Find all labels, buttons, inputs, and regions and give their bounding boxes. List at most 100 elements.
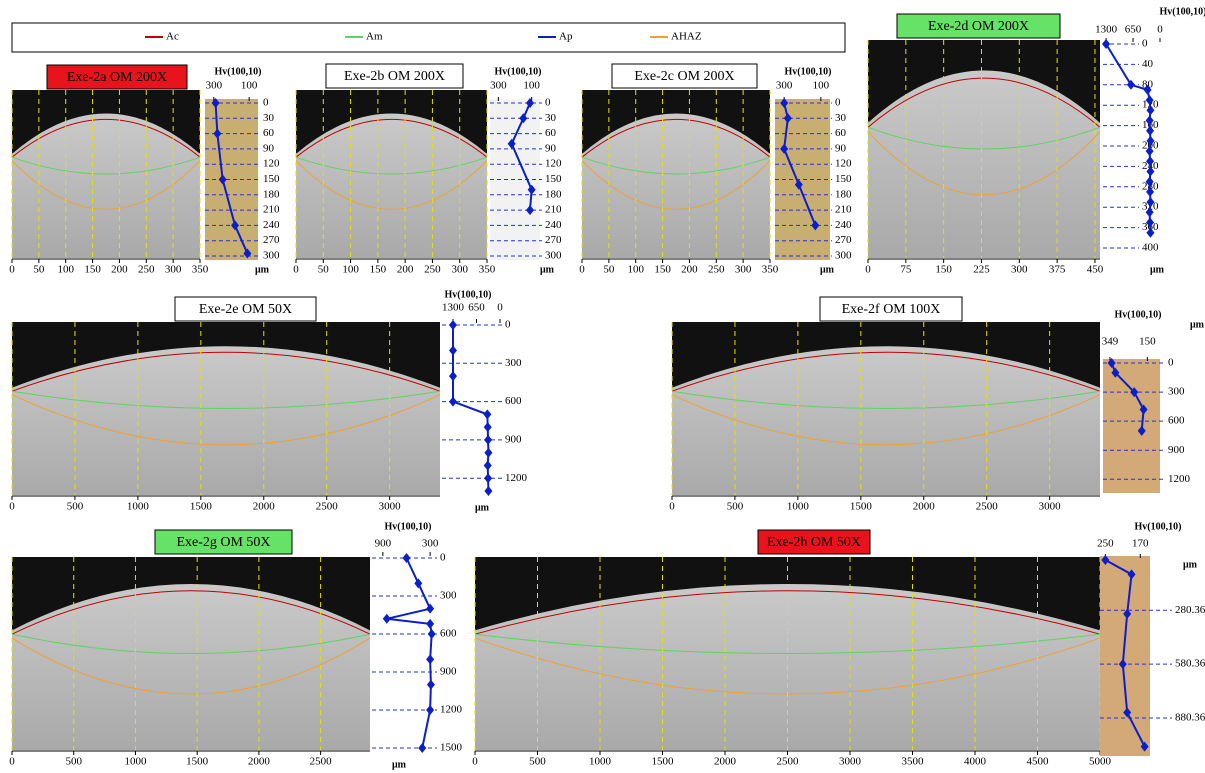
legend-label: Ac (166, 31, 179, 43)
depth-tick-label: 0 (835, 97, 841, 109)
x-tick-label: 2000 (248, 756, 271, 768)
unit-label: μm (820, 264, 835, 275)
hv-title: Hv(100,10) (785, 66, 832, 77)
x-tick-label: 0 (579, 264, 585, 276)
hardness-strip (442, 321, 470, 495)
depth-tick-label: 1200 (440, 704, 463, 716)
hv-tick-label: 100 (241, 80, 258, 92)
hv-tick-label: 100 (523, 80, 540, 92)
x-tick-label: 300 (735, 264, 752, 276)
x-tick-label: 225 (973, 264, 990, 276)
panel-label: Exe-2e OM 50X (199, 302, 292, 317)
panel-label: Exe-2h OM 50X (767, 535, 861, 550)
depth-tick-label: 240 (263, 219, 280, 231)
x-tick-label: 100 (627, 264, 644, 276)
depth-tick-label: 210 (835, 204, 852, 216)
x-tick-label: 2500 (310, 756, 333, 768)
hardness-point (484, 460, 492, 470)
x-tick-label: 150 (935, 264, 952, 276)
hardness-strip (372, 554, 436, 752)
x-tick-label: 250 (138, 264, 155, 276)
x-tick-label: 200 (681, 264, 698, 276)
depth-tick-label: 120 (835, 158, 852, 170)
panel: 0500100015002000250030000300600900120034… (669, 297, 1204, 513)
depth-tick-label: 90 (835, 142, 847, 154)
depth-tick-label: 180 (263, 188, 280, 200)
x-tick-label: 1000 (127, 501, 150, 513)
unit-label: μm (540, 264, 555, 275)
panel: 0500100015002000250030003500400045005000… (472, 521, 1205, 767)
depth-tick-label: 0 (505, 319, 511, 331)
x-tick-label: 0 (669, 501, 675, 513)
depth-tick-label: 30 (835, 112, 847, 124)
legend-label: Ap (559, 31, 573, 43)
x-tick-label: 500 (529, 756, 546, 768)
depth-tick-label: 30 (263, 112, 275, 124)
depth-tick-label: 900 (1168, 444, 1185, 456)
hv-tick-label: 300 (490, 80, 507, 92)
depth-tick-label: 150 (263, 173, 280, 185)
x-tick-label: 1500 (186, 756, 209, 768)
x-tick-label: 4000 (964, 756, 987, 768)
hv-tick-label: 1300 (1095, 24, 1118, 36)
x-tick-label: 300 (165, 264, 182, 276)
x-tick-label: 1000 (787, 501, 810, 513)
x-tick-label: 50 (603, 264, 615, 276)
hv-title: Hv(100,10) (445, 289, 492, 300)
x-tick-label: 450 (1087, 264, 1104, 276)
depth-tick-label: 300 (505, 357, 522, 369)
x-tick-label: 200 (397, 264, 414, 276)
x-tick-label: 150 (370, 264, 387, 276)
depth-tick-label: 880.36 (1175, 712, 1205, 724)
x-tick-label: 350 (762, 264, 779, 276)
depth-tick-label: 600 (1168, 415, 1185, 427)
depth-tick-label: 900 (505, 433, 522, 445)
x-tick-label: 2000 (253, 501, 276, 513)
x-tick-label: 500 (67, 501, 84, 513)
depth-tick-label: 270 (263, 234, 280, 246)
x-tick-label: 1000 (589, 756, 612, 768)
x-tick-label: 2500 (777, 756, 800, 768)
x-tick-label: 50 (318, 264, 330, 276)
x-tick-label: 250 (424, 264, 441, 276)
x-tick-label: 0 (9, 501, 15, 513)
x-tick-label: 300 (1011, 264, 1028, 276)
hardness-strip (1100, 556, 1150, 756)
x-tick-label: 100 (57, 264, 74, 276)
depth-tick-label: 150 (835, 173, 852, 185)
hv-title: Hv(100,10) (495, 66, 542, 77)
panel: 0501001502002503003500306090120150180210… (9, 65, 280, 276)
depth-tick-label: 0 (263, 97, 269, 109)
depth-tick-label: 1200 (505, 472, 528, 484)
x-tick-label: 2500 (316, 501, 339, 513)
panel-label: Exe-2c OM 200X (634, 69, 734, 84)
depth-tick-label: 240 (545, 219, 562, 231)
depth-tick-label: 210 (263, 204, 280, 216)
x-tick-label: 375 (1049, 264, 1066, 276)
hv-tick-label: 900 (375, 538, 392, 550)
figure: AcAmApAHAZ050100150200250300350030609012… (0, 0, 1205, 773)
legend-box (12, 23, 845, 52)
depth-tick-label: 280.36 (1175, 604, 1205, 616)
hv-tick-label: 250 (1097, 538, 1114, 550)
hv-tick-label: 100 (813, 80, 830, 92)
x-tick-label: 500 (65, 756, 82, 768)
depth-tick-label: 40 (1142, 58, 1154, 70)
depth-tick-label: 90 (545, 142, 557, 154)
hv-tick-label: 300 (206, 80, 223, 92)
depth-tick-label: 1200 (1168, 473, 1191, 485)
x-tick-label: 0 (9, 756, 15, 768)
x-tick-label: 0 (472, 756, 478, 768)
x-tick-label: 4500 (1027, 756, 1050, 768)
x-tick-label: 3000 (839, 756, 862, 768)
x-tick-label: 1500 (850, 501, 873, 513)
depth-tick-label: 120 (263, 158, 280, 170)
x-tick-label: 100 (342, 264, 359, 276)
x-tick-label: 150 (84, 264, 101, 276)
depth-tick-label: 90 (263, 142, 275, 154)
panel-label: Exe-2d OM 200X (928, 19, 1029, 34)
panel: 0500100015002000250030000300600900120013… (9, 289, 527, 513)
unit-label: μm (475, 502, 490, 513)
legend-label: AHAZ (671, 31, 702, 43)
x-tick-label: 350 (192, 264, 209, 276)
